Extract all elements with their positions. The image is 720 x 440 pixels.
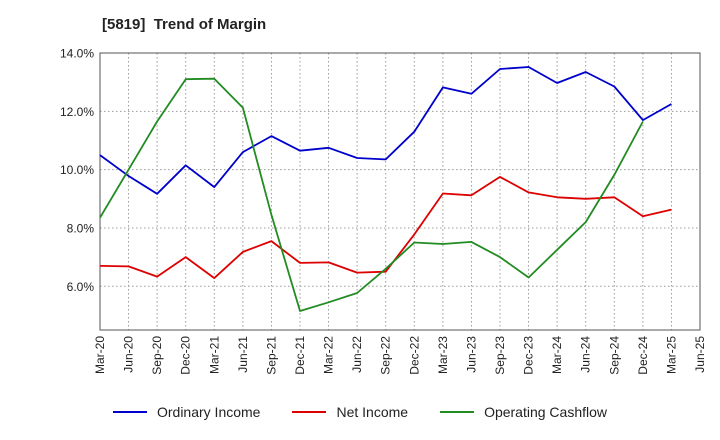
legend-swatch-net-income	[292, 411, 327, 413]
plot-frame	[99, 52, 701, 331]
legend: Ordinary Income Net Income Operating Cas…	[0, 404, 720, 420]
series-line-ordinary-income	[99, 66, 672, 195]
x-tick-label: Jun-21	[236, 336, 250, 373]
legend-item-ordinary-income: Ordinary Income	[112, 404, 261, 420]
y-tick-label: 8.0%	[67, 221, 95, 235]
chart-title: [5819] Trend of Margin	[102, 16, 267, 33]
x-tick-label: Dec-24	[636, 336, 650, 375]
x-tick-label: Jun-20	[122, 336, 136, 373]
x-tick-label: Mar-22	[322, 336, 336, 374]
x-tick-label: Sep-20	[150, 336, 164, 375]
x-tick-label: Sep-24	[607, 336, 621, 375]
series-line-operating-cashflow	[99, 77, 644, 312]
x-tick-label: Mar-25	[664, 336, 678, 374]
x-tick-label: Sep-22	[379, 336, 393, 375]
x-tick-label: Mar-20	[93, 336, 107, 374]
legend-swatch-operating-cashflow	[440, 411, 475, 413]
x-tick-label: Dec-21	[293, 336, 307, 375]
y-tick-label: 6.0%	[67, 280, 95, 294]
legend-item-net-income: Net Income	[292, 404, 408, 420]
x-tick-label: Dec-22	[407, 336, 421, 375]
x-tick-label: Jun-24	[579, 336, 593, 373]
x-tick-label: Sep-21	[264, 336, 278, 375]
legend-item-operating-cashflow: Operating Cashflow	[440, 404, 607, 420]
x-tick-label: Dec-23	[522, 336, 536, 375]
legend-label-ordinary-income: Ordinary Income	[156, 404, 261, 420]
x-tick-label: Sep-23	[493, 336, 507, 375]
x-tick-label: Jun-22	[350, 336, 364, 373]
legend-label-net-income: Net Income	[336, 404, 409, 420]
y-tick-label: 14.0%	[60, 47, 94, 61]
legend-label-operating-cashflow: Operating Cashflow	[484, 404, 608, 420]
x-tick-label: Mar-21	[207, 336, 221, 374]
x-tick-label: Jun-23	[464, 336, 478, 373]
x-tick-label: Dec-20	[179, 336, 193, 375]
x-tick-label: Jun-25	[693, 336, 707, 373]
series-line-net-income	[99, 176, 672, 279]
y-tick-label: 12.0%	[60, 105, 94, 119]
legend-swatch-ordinary-income	[112, 411, 147, 413]
x-tick-label: Mar-23	[436, 336, 450, 374]
x-tick-label: Mar-24	[550, 336, 564, 374]
y-tick-label: 10.0%	[60, 163, 94, 177]
